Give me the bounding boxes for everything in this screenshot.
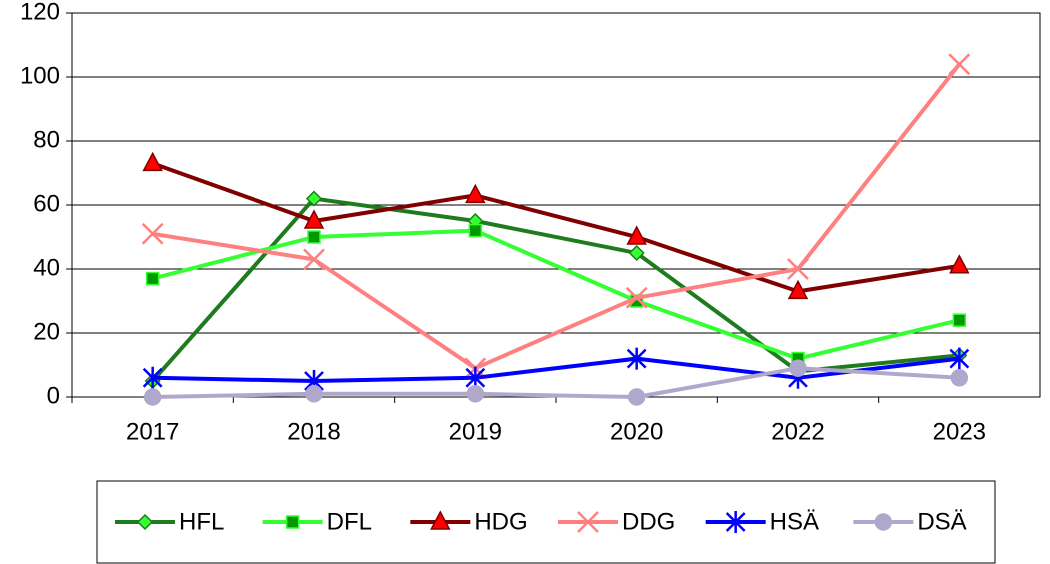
data-point — [466, 385, 485, 403]
data-point — [468, 223, 483, 238]
data-point — [303, 209, 325, 229]
data-point — [305, 190, 323, 207]
y-tick-label: 20 — [33, 318, 60, 345]
data-point — [305, 385, 323, 403]
y-tick-label: 40 — [33, 254, 60, 281]
legend-marker — [725, 511, 746, 533]
y-tick-label: 60 — [33, 190, 60, 217]
legend: HFL DFL HDG DDG HSÄ DSÄ — [96, 480, 996, 564]
data-point — [142, 151, 163, 172]
data-point — [143, 388, 162, 406]
data-point — [303, 248, 325, 271]
data-point — [789, 359, 807, 377]
data-point — [627, 388, 646, 406]
series-line — [152, 356, 960, 383]
series-line — [151, 161, 960, 294]
data-point — [625, 286, 648, 309]
data-point — [141, 222, 164, 245]
legend-marker — [430, 510, 451, 530]
legend-marker — [285, 515, 300, 529]
legend-label: DSÄ — [917, 508, 966, 535]
y-tick-label: 120 — [20, 0, 60, 25]
legend-label: HSÄ — [770, 508, 819, 535]
data-point — [952, 313, 967, 327]
data-point — [950, 369, 969, 387]
data-point — [145, 271, 160, 286]
x-tick-label: 2020 — [610, 418, 663, 445]
data-point — [626, 347, 647, 370]
data-point — [949, 347, 970, 370]
data-point — [307, 230, 321, 244]
legend-marker — [874, 513, 893, 531]
data-point — [949, 254, 970, 274]
y-tick-label: 80 — [33, 126, 60, 153]
data-point — [626, 225, 647, 245]
legend-label: HDG — [474, 508, 527, 535]
legend-marker — [136, 513, 154, 531]
x-tick-label: 2017 — [126, 418, 179, 445]
data-point — [628, 244, 645, 262]
x-tick-label: 2019 — [449, 418, 502, 445]
legend-marker — [577, 511, 599, 533]
y-tick-label: 100 — [20, 62, 60, 89]
x-tick-label: 2018 — [287, 418, 340, 445]
series-line — [151, 196, 960, 383]
legend-label: DDG — [622, 508, 675, 535]
x-tick-label: 2022 — [771, 418, 824, 445]
data-point — [787, 279, 809, 300]
legend-label: HFL — [179, 508, 224, 535]
series-line — [152, 62, 961, 371]
x-tick-label: 2023 — [933, 418, 986, 445]
data-point — [142, 366, 163, 389]
legend-label: DFL — [327, 508, 372, 535]
series-line — [152, 228, 960, 361]
data-point — [787, 258, 809, 280]
y-tick-label: 0 — [47, 382, 60, 409]
series-line — [152, 366, 960, 399]
data-point — [465, 183, 486, 204]
data-point — [948, 53, 971, 76]
legend-box — [96, 480, 996, 564]
